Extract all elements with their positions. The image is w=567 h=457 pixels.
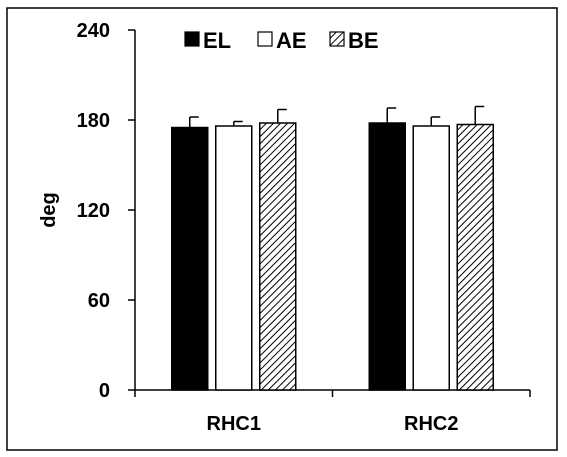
- y-tick-label: 60: [88, 290, 110, 312]
- bar-ae-rhc1: [215, 125, 253, 391]
- legend-label-ae: AE: [276, 28, 307, 53]
- y-tick-label: 180: [77, 110, 110, 132]
- y-tick-label: 240: [77, 20, 110, 42]
- bar-be-rhc1: [259, 122, 297, 391]
- y-tick-label: 0: [99, 380, 110, 402]
- y-tick-label: 120: [77, 200, 110, 222]
- bar-el-rhc2: [368, 122, 406, 391]
- y-axis: 0 60 120 180 240: [77, 20, 136, 402]
- legend: EL AE BE: [184, 28, 379, 53]
- legend-swatch-ae: [257, 31, 273, 47]
- bar-ae-rhc2: [412, 125, 450, 391]
- legend-label-el: EL: [203, 28, 231, 53]
- x-tick-label: RHC2: [404, 413, 458, 435]
- legend-label-be: BE: [348, 28, 379, 53]
- legend-swatch-el: [184, 31, 200, 47]
- y-axis-title: deg: [38, 192, 60, 228]
- x-tick-label: RHC1: [207, 413, 261, 435]
- bars: [171, 105, 494, 391]
- legend-swatch-be: [329, 31, 345, 47]
- bar-el-rhc1: [171, 126, 209, 391]
- bar-be-rhc2: [456, 123, 494, 391]
